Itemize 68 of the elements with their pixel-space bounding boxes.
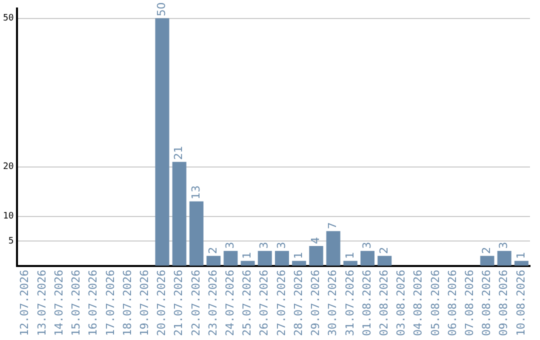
x-tick-label: 22.07.2026 bbox=[189, 270, 202, 336]
x-tick-label: 23.07.2026 bbox=[206, 270, 220, 336]
bar bbox=[378, 256, 392, 266]
y-tick-label: 50 bbox=[2, 14, 14, 24]
data-label: 2 bbox=[206, 246, 220, 254]
bar bbox=[172, 162, 186, 266]
data-label: 3 bbox=[360, 242, 374, 249]
bar bbox=[514, 260, 528, 266]
data-label: 1 bbox=[343, 252, 356, 259]
x-tick-label: 20.07.2026 bbox=[155, 270, 168, 336]
data-label: 2 bbox=[377, 246, 390, 254]
data-label: 2 bbox=[480, 246, 494, 254]
bar bbox=[240, 260, 255, 266]
x-tick-label: 31.07.2026 bbox=[343, 270, 356, 336]
x-tick-label: 02.08.2026 bbox=[377, 270, 390, 336]
x-tick-label: 16.07.2026 bbox=[86, 270, 100, 336]
bar bbox=[189, 201, 204, 266]
data-label: 13 bbox=[189, 185, 202, 200]
bar bbox=[224, 250, 238, 266]
x-tick-label: 04.08.2026 bbox=[412, 270, 425, 336]
data-label: 1 bbox=[292, 252, 305, 259]
x-tick-label: 03.08.2026 bbox=[394, 270, 408, 336]
data-label: 4 bbox=[309, 236, 322, 244]
bar bbox=[497, 250, 512, 266]
x-tick-label: 09.08.2026 bbox=[497, 270, 510, 336]
data-label: 3 bbox=[274, 242, 288, 249]
bar bbox=[155, 18, 170, 266]
data-label: 7 bbox=[326, 222, 340, 230]
data-label: 3 bbox=[258, 242, 271, 249]
bar bbox=[258, 250, 272, 266]
x-tick-label: 18.07.2026 bbox=[120, 270, 134, 336]
x-tick-label: 21.07.2026 bbox=[172, 270, 186, 336]
data-label: 3 bbox=[224, 242, 237, 249]
bar bbox=[274, 250, 289, 266]
x-tick-label: 17.07.2026 bbox=[104, 270, 117, 336]
x-tick-label: 05.08.2026 bbox=[428, 270, 442, 336]
data-label: 21 bbox=[172, 146, 186, 160]
bar bbox=[360, 250, 375, 266]
x-tick-label: 01.08.2026 bbox=[360, 270, 374, 336]
bar bbox=[480, 256, 494, 266]
x-tick-label: 13.07.2026 bbox=[35, 270, 48, 336]
x-tick-label: 30.07.2026 bbox=[326, 270, 340, 336]
y-tick-label: 20 bbox=[2, 162, 14, 172]
x-tick-label: 07.08.2026 bbox=[462, 270, 476, 336]
bar bbox=[206, 256, 221, 266]
bar bbox=[292, 260, 306, 266]
x-tick-label: 06.08.2026 bbox=[446, 270, 459, 336]
x-tick-label: 27.07.2026 bbox=[274, 270, 288, 336]
x-tick-label: 24.07.2026 bbox=[224, 270, 237, 336]
bar bbox=[326, 231, 340, 266]
x-tick-label: 08.08.2026 bbox=[480, 270, 494, 336]
bar bbox=[343, 260, 358, 266]
data-label: 1 bbox=[514, 252, 528, 259]
bar bbox=[309, 246, 324, 266]
x-tick-label: 15.07.2026 bbox=[70, 270, 83, 336]
x-tick-label: 19.07.2026 bbox=[138, 270, 151, 336]
data-label: 50 bbox=[155, 2, 168, 16]
x-tick-label: 10.08.2026 bbox=[514, 270, 528, 336]
x-tick-label: 12.07.2026 bbox=[18, 270, 32, 336]
x-tick-label: 29.07.2026 bbox=[309, 270, 322, 336]
data-label: 3 bbox=[497, 242, 510, 249]
x-tick-label: 28.07.2026 bbox=[292, 270, 305, 336]
data-label: 1 bbox=[240, 252, 254, 259]
y-tick-label: 10 bbox=[2, 212, 14, 222]
x-tick-label: 14.07.2026 bbox=[52, 270, 66, 336]
y-tick-label: 5 bbox=[8, 236, 14, 246]
x-tick-label: 26.07.2026 bbox=[258, 270, 271, 336]
x-tick-label: 25.07.2026 bbox=[240, 270, 254, 336]
